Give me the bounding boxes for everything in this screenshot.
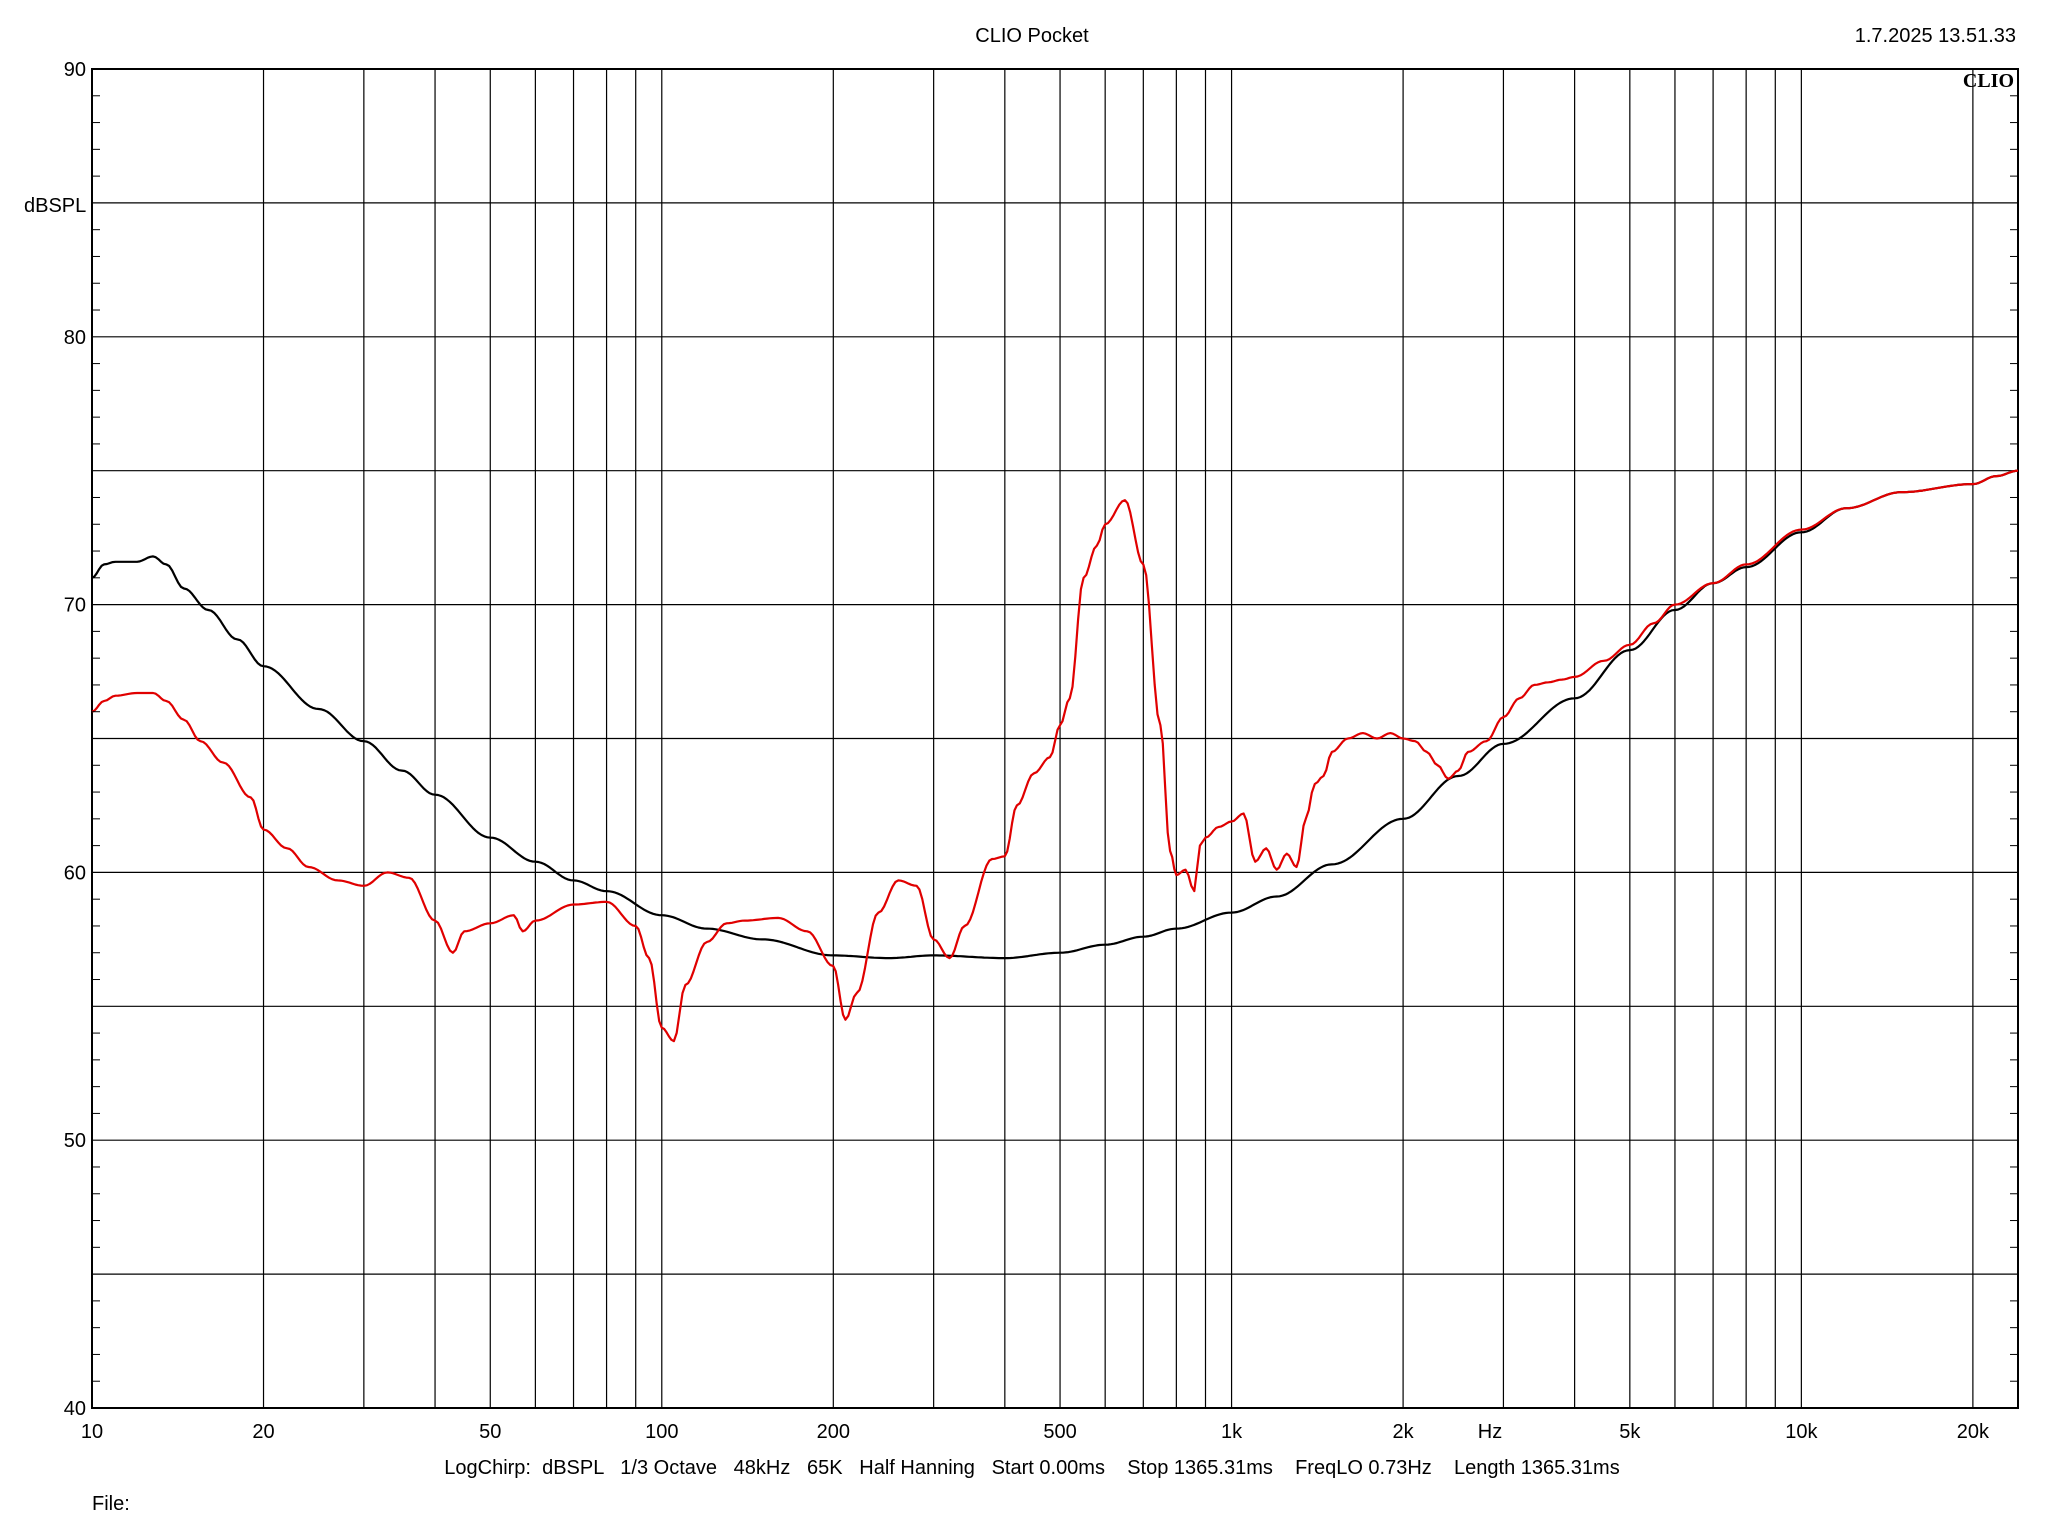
chart-grid (92, 69, 2018, 1408)
series-line-black (91, 469, 2019, 960)
y-tick-label: 40 (64, 1398, 86, 1420)
x-axis-unit: Hz (1478, 1421, 1502, 1443)
timestamp: 1.7.2025 13.51.33 (1855, 25, 2016, 47)
x-tick-label: 50 (479, 1421, 501, 1443)
y-tick-label: 50 (64, 1130, 86, 1152)
plot-frame (91, 68, 2019, 1409)
x-tick-label: 2k (1393, 1421, 1415, 1443)
x-tick-label: 20k (1957, 1421, 1990, 1443)
x-tick-label: 20 (252, 1421, 274, 1443)
y-tick-label: 80 (64, 327, 86, 349)
y-tick-label: 60 (64, 862, 86, 884)
x-tick-label: 10k (1785, 1421, 1818, 1443)
measurement-settings: LogChirp: dBSPL 1/3 Octave 48kHz 65K Hal… (444, 1457, 1619, 1479)
x-tick-label: 100 (645, 1421, 678, 1443)
y-tick-label: 90 (64, 59, 86, 81)
file-label: File: (92, 1493, 130, 1515)
x-tick-label: 1k (1221, 1421, 1243, 1443)
x-tick-label: 10 (81, 1421, 103, 1443)
x-tick-label: 200 (817, 1421, 850, 1443)
x-tick-label: 5k (1619, 1421, 1641, 1443)
x-tick-label: 500 (1043, 1421, 1076, 1443)
y-axis-ticks: 40 50 60 70 80 90 (64, 59, 2018, 1420)
clio-logo: CLIO (1963, 70, 2014, 92)
series-line-red (91, 469, 2019, 1043)
series-layer (91, 469, 2019, 1043)
chart-title: CLIO Pocket (975, 25, 1089, 47)
y-axis-label: dBSPL (24, 195, 86, 217)
x-axis-ticks: 10 20 50 100 200 500 1k 2k 5k 10k 20k (81, 1421, 1990, 1443)
y-tick-label: 70 (64, 595, 86, 617)
